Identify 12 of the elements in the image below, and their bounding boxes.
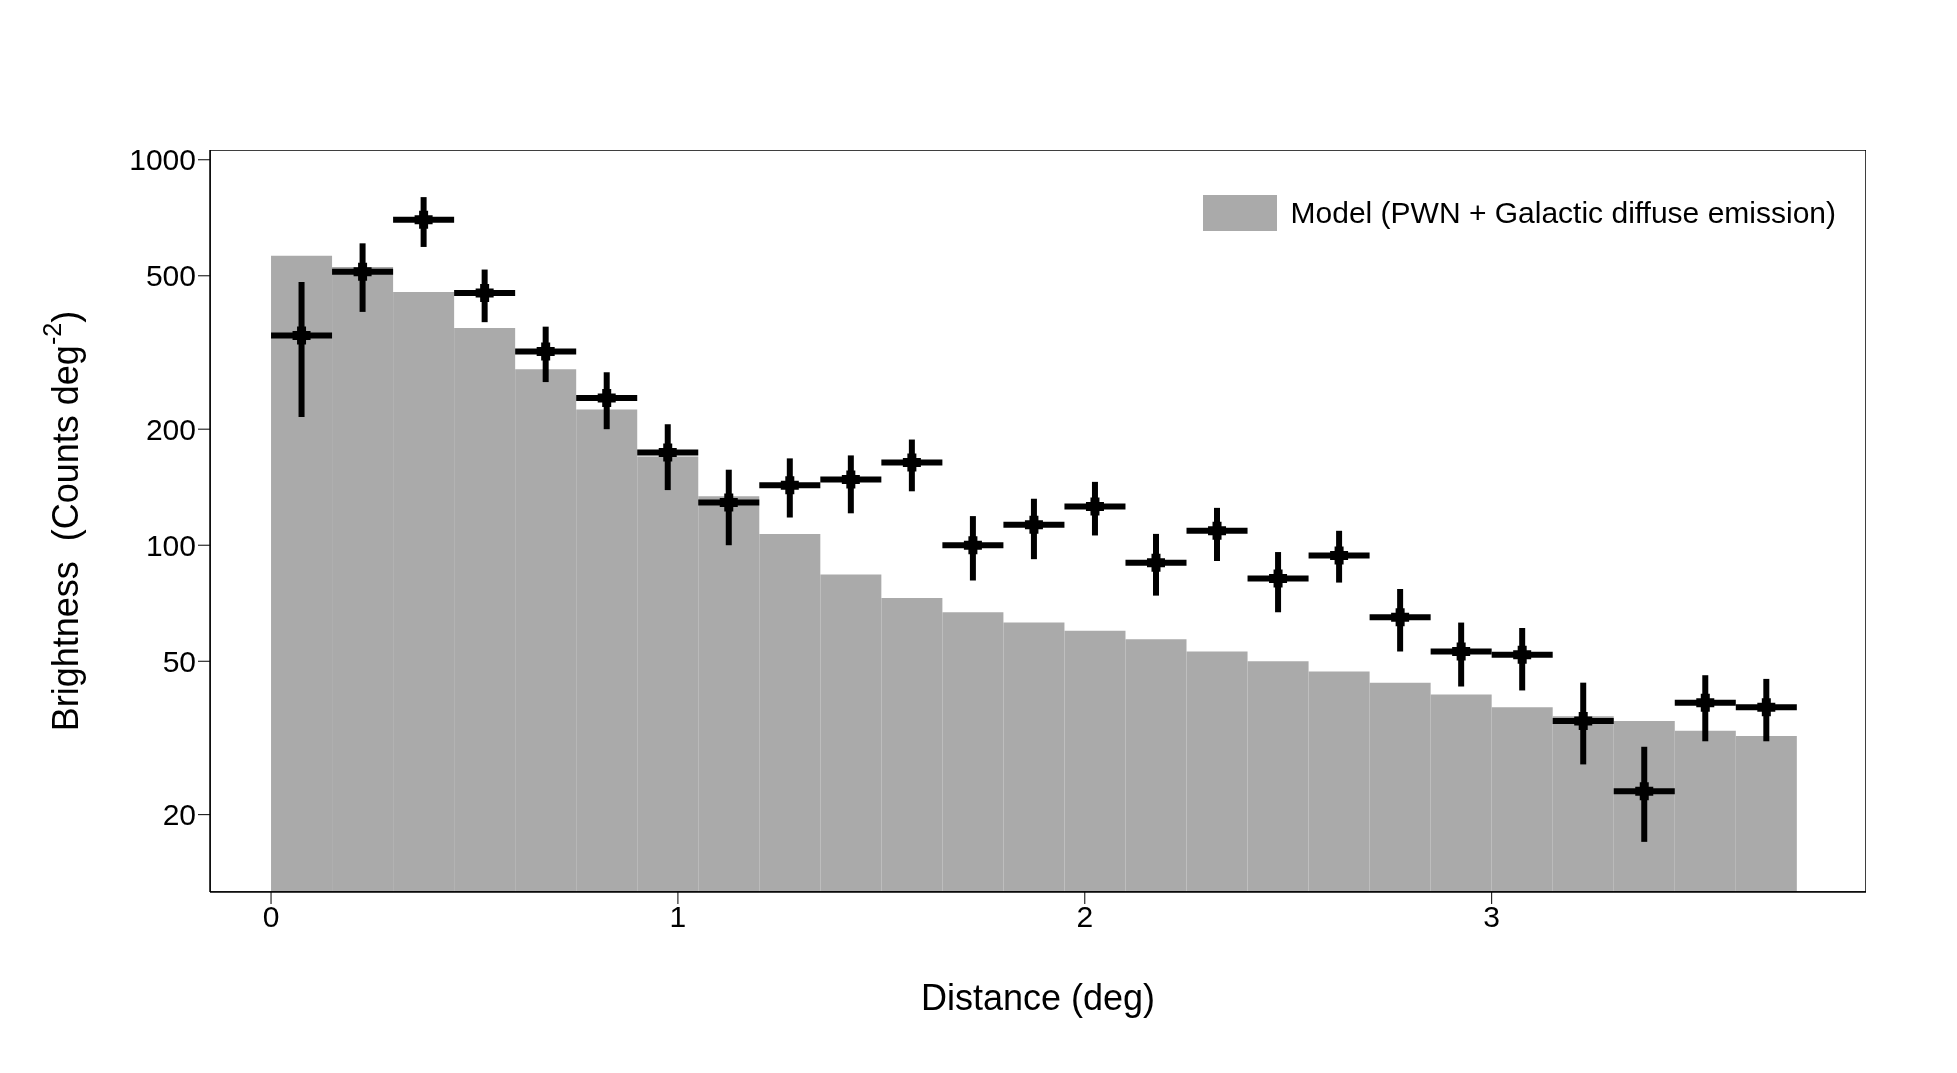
y-tick-label: 100	[145, 528, 196, 562]
x-axis-title: Distance (deg)	[920, 977, 1156, 1018]
x-tick-label: 2	[1076, 900, 1094, 934]
legend-label: Model (PWN + Galactic diffuse emission)	[1290, 196, 1836, 230]
x-tick-label: 0	[262, 900, 280, 934]
x-tick-label: 3	[1483, 900, 1501, 934]
y-tick-label: 1000	[129, 143, 196, 177]
x-tick-label: 1	[669, 900, 687, 934]
y-tick-label: 200	[145, 412, 196, 446]
y-tick-label: 500	[145, 259, 196, 293]
y-tick-label: 50	[162, 644, 196, 678]
y-tick-label: 20	[162, 798, 196, 832]
